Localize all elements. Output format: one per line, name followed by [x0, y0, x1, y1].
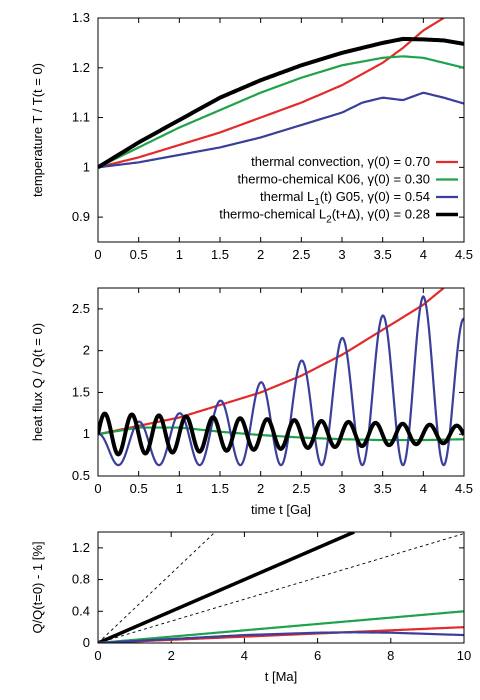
y-tick-label: 1 — [83, 159, 90, 174]
legend-text: (t+Δ), γ(0) = 0.28 — [332, 207, 430, 222]
series-line-1 — [98, 533, 464, 643]
x-tick-label: 3.5 — [374, 481, 392, 496]
legend-label-3: thermo-chemical L2(t+Δ), γ(0) = 0.28 — [219, 207, 430, 226]
heat-flux-zoom-panel: 0 2 4 6 8 10 0 0.4 0.8 1.2 Q/Q(t=0) - 1 [%] t [Ma] — [30, 531, 471, 684]
series-line-5 — [98, 631, 464, 643]
plot-frame — [97, 287, 465, 477]
y-tick-label: 1.3 — [72, 10, 90, 25]
legend-label-2: thermal L1(t) G05, γ(0) = 0.54 — [260, 189, 430, 208]
legend-subscript: 1 — [314, 197, 320, 208]
series-line-3 — [98, 610, 464, 643]
x-tick-label: 4.5 — [455, 247, 473, 262]
x-tick-label: 2 — [168, 648, 175, 663]
series-line-2 — [98, 295, 464, 467]
x-tick-label: 0.5 — [130, 481, 148, 496]
x-axis-label: t [Ma] — [265, 669, 298, 684]
series-line-3 — [98, 411, 464, 457]
x-tick-label: 2.5 — [292, 247, 310, 262]
y-tick-label: 1.2 — [72, 540, 90, 555]
series-group — [98, 532, 464, 643]
y-tick-label: 1.1 — [72, 110, 90, 125]
legend-label-1: thermo-chemical K06, γ(0) = 0.30 — [237, 172, 430, 187]
x-tick-label: 3 — [338, 481, 345, 496]
legend-label-0: thermal convection, γ(0) = 0.70 — [251, 154, 430, 169]
heat-flux-panel: 0 0.5 1 1.5 2 2.5 3 3.5 4 4.5 0.5 1 1.5 2 2.5 heat flux… — [30, 287, 473, 517]
x-tick-label: 0 — [94, 648, 101, 663]
series-line-2 — [98, 532, 355, 643]
temperature-panel: 0 0.5 1 1.5 2 2.5 3 3.5 4 4.5 0.9 1 1.1 1.2 1.3 tempera… — [30, 10, 473, 262]
x-axis-label: time t [Ga] — [251, 502, 311, 517]
series-line-2 — [98, 91, 464, 169]
y-tick-label: 1 — [83, 426, 90, 441]
x-tick-label: 2 — [257, 481, 264, 496]
legend-text: (t) G05, γ(0) = 0.54 — [320, 189, 430, 204]
series-line-1 — [98, 426, 464, 442]
x-tick-label: 10 — [457, 648, 471, 663]
series-line-0 — [98, 18, 445, 169]
x-tick-label: 3 — [338, 247, 345, 262]
y-axis-label: Q/Q(t=0) - 1 [%] — [30, 541, 45, 633]
legend: thermal convection, γ(0) = 0.70 thermo-ch… — [219, 154, 458, 226]
plot-frame — [97, 17, 465, 243]
x-tick-label: 6 — [314, 648, 321, 663]
x-tick-label: 1 — [176, 247, 183, 262]
x-tick-label: 0 — [94, 481, 101, 496]
y-axis-label: heat flux Q / Q(t = 0) — [30, 323, 45, 441]
legend-text: thermo-chemical L — [219, 207, 326, 222]
series-group — [98, 18, 464, 170]
y-tick-label: 2 — [83, 343, 90, 358]
series-line-3 — [98, 36, 464, 170]
x-tick-label: 3.5 — [374, 247, 392, 262]
y-tick-label: 1.5 — [72, 384, 90, 399]
x-tick-label: 4.5 — [455, 481, 473, 496]
legend-text: thermal L — [260, 189, 314, 204]
series-line-0 — [98, 532, 216, 643]
series-line-1 — [98, 55, 464, 169]
y-tick-label: 0.8 — [72, 572, 90, 587]
x-tick-label: 4 — [420, 247, 427, 262]
x-tick-label: 4 — [420, 481, 427, 496]
x-tick-label: 2 — [257, 247, 264, 262]
x-tick-label: 4 — [241, 648, 248, 663]
y-tick-label: 0.5 — [72, 468, 90, 483]
x-tick-label: 0.5 — [130, 247, 148, 262]
series-group — [98, 288, 464, 467]
y-tick-label: 0.9 — [72, 209, 90, 224]
y-axis-label: temperature T / T(t = 0) — [30, 63, 45, 197]
x-tick-label: 1 — [176, 481, 183, 496]
y-tick-label: 0.4 — [72, 603, 90, 618]
y-tick-label: 0 — [83, 635, 90, 650]
series-line-0 — [98, 288, 445, 436]
x-tick-label: 2.5 — [292, 481, 310, 496]
x-tick-label: 1.5 — [211, 247, 229, 262]
x-tick-label: 0 — [94, 247, 101, 262]
x-tick-label: 1.5 — [211, 481, 229, 496]
y-tick-label: 1.2 — [72, 60, 90, 75]
legend-subscript: 2 — [326, 215, 332, 226]
plot-frame — [97, 531, 465, 644]
y-tick-label: 2.5 — [72, 301, 90, 316]
x-tick-label: 8 — [387, 648, 394, 663]
